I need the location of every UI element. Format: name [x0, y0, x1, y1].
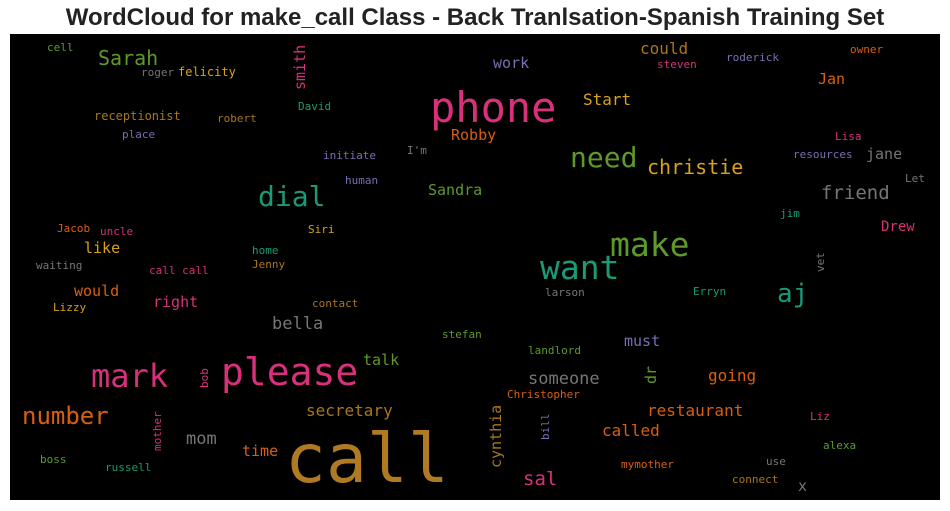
word-roger: roger	[141, 66, 175, 79]
word-number: number	[22, 402, 109, 430]
word-would: would	[74, 282, 120, 300]
word-siri: Siri	[308, 223, 335, 236]
word-bill: bill	[539, 413, 552, 441]
word-vet: vet	[814, 252, 827, 272]
word-start: Start	[583, 90, 632, 109]
word-restaurant: restaurant	[647, 401, 744, 420]
word-work: work	[493, 54, 530, 72]
word-erryn: Erryn	[693, 285, 727, 298]
word-must: must	[624, 332, 661, 350]
word-someone: someone	[528, 369, 600, 389]
word-felicity: felicity	[178, 65, 236, 79]
word-call: call	[285, 420, 449, 499]
word-jan: Jan	[818, 70, 846, 88]
word-resources: resources	[793, 148, 853, 161]
word-mark: mark	[91, 357, 169, 395]
word-liz: Liz	[810, 410, 830, 423]
word-sarah: Sarah	[98, 46, 159, 70]
word-lisa: Lisa	[835, 130, 862, 143]
word-russell: russell	[105, 461, 152, 474]
word-lizzy: Lizzy	[53, 301, 87, 314]
word-christie: christie	[647, 155, 744, 179]
word-human: human	[345, 174, 379, 187]
word-alexa: alexa	[823, 439, 857, 452]
chart-title: WordCloud for make_call Class - Back Tra…	[65, 4, 885, 31]
word-need: need	[570, 141, 638, 174]
word-receptionist: receptionist	[94, 109, 181, 123]
word-like: like	[84, 239, 121, 257]
word-place: place	[122, 128, 156, 141]
word-please: please	[221, 350, 359, 394]
word-bob: bob	[198, 368, 211, 388]
word-make: make	[610, 225, 690, 264]
word-dial: dial	[258, 180, 326, 213]
word-sal: sal	[523, 468, 558, 490]
word-going: going	[708, 366, 757, 385]
word-mymother: mymother	[621, 458, 674, 471]
word-boss: boss	[40, 453, 67, 466]
word-contact: contact	[312, 297, 359, 310]
word-connect: connect	[732, 473, 779, 486]
word-let: Let	[905, 172, 925, 185]
word-mother: mother	[151, 411, 164, 451]
word-right: right	[153, 293, 199, 311]
word-cynthia: cynthia	[487, 404, 505, 468]
word-jenny: Jenny	[252, 258, 286, 271]
word-uncle: uncle	[100, 225, 134, 238]
word-phone: phone	[430, 83, 557, 132]
word-smith: smith	[291, 44, 309, 90]
word-stefan: stefan	[442, 328, 482, 341]
word-bella: bella	[272, 314, 324, 334]
word-use: use	[766, 455, 786, 468]
word-mom: mom	[186, 429, 217, 449]
word-landlord: landlord	[528, 344, 581, 357]
word-drew: Drew	[881, 219, 915, 235]
word-owner: owner	[850, 43, 884, 56]
word-jacob: Jacob	[57, 222, 91, 235]
word-steven: steven	[657, 58, 697, 71]
word-friend: friend	[821, 182, 890, 204]
word-dr: dr	[642, 365, 660, 384]
word-waiting: waiting	[36, 259, 83, 272]
word-roderick: roderick	[726, 51, 779, 64]
word-x: x	[798, 477, 808, 495]
word-called: called	[602, 421, 660, 440]
word-aj: aj	[777, 279, 809, 309]
word-time: time	[242, 442, 279, 460]
word-jane: jane	[866, 145, 903, 163]
word-want: want	[540, 248, 620, 287]
word-christopher: Christopher	[507, 388, 580, 401]
word-home: home	[252, 244, 279, 257]
word-could: could	[640, 39, 689, 58]
word-jim: jim	[780, 207, 800, 220]
word-sandra: Sandra	[428, 181, 483, 199]
word-call-call: call call	[149, 264, 209, 277]
word-robert: robert	[217, 112, 257, 125]
word-talk: talk	[363, 351, 400, 369]
word-cloud: call phone please make want mark need di…	[10, 34, 940, 500]
word-larson: larson	[545, 286, 585, 299]
word-im: I'm	[407, 144, 427, 157]
word-cell: cell	[47, 41, 74, 54]
word-david: David	[298, 100, 332, 113]
word-robby: Robby	[451, 126, 497, 144]
word-initiate: initiate	[323, 149, 376, 162]
word-secretary: secretary	[306, 401, 393, 420]
